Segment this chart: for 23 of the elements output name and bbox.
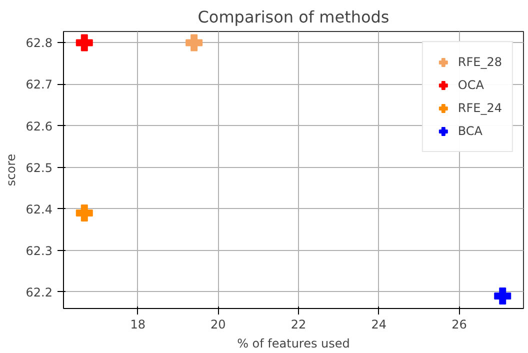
point bbox=[76, 34, 93, 52]
y-axis-title: score bbox=[4, 154, 18, 186]
x-tick-label: 26 bbox=[452, 318, 467, 332]
y-tick-label: 62.5 bbox=[26, 160, 52, 175]
y-tick-label: 62.4 bbox=[26, 202, 52, 216]
x-tick-label: 24 bbox=[371, 318, 387, 332]
x-tick-label: 18 bbox=[130, 318, 146, 332]
point bbox=[186, 34, 203, 52]
legend-label: BCA bbox=[458, 124, 483, 138]
x-tick-label: 22 bbox=[290, 318, 306, 332]
legend-label: RFE_24 bbox=[458, 101, 502, 115]
y-tick-label: 62.8 bbox=[26, 36, 52, 50]
y-tick-label: 62.7 bbox=[26, 78, 52, 92]
y-tick-label: 62.2 bbox=[26, 285, 52, 300]
x-axis-title: % of features used bbox=[237, 336, 350, 350]
point bbox=[76, 204, 93, 222]
legend-label: RFE_28 bbox=[458, 55, 502, 69]
y-tick-label: 62.6 bbox=[26, 119, 52, 134]
chart-title: Comparison of methods bbox=[198, 8, 390, 26]
legend-label: OCA bbox=[458, 78, 484, 92]
point bbox=[494, 288, 512, 305]
y-tick-label: 62.3 bbox=[26, 244, 52, 258]
x-tick-label: 20 bbox=[210, 318, 226, 332]
